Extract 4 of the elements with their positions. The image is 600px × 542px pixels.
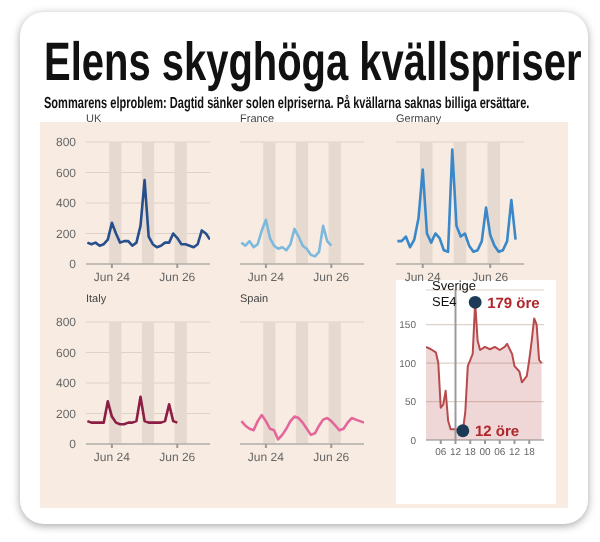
line-series xyxy=(86,395,179,426)
text: Elens skyghöga kvällspriser xyxy=(44,32,582,92)
line-series xyxy=(86,178,210,249)
text: Sommarens elproblem: Dagtid sänker solen elpriserna. På kvällarna saknas billiga ersättare. xyxy=(44,94,530,114)
